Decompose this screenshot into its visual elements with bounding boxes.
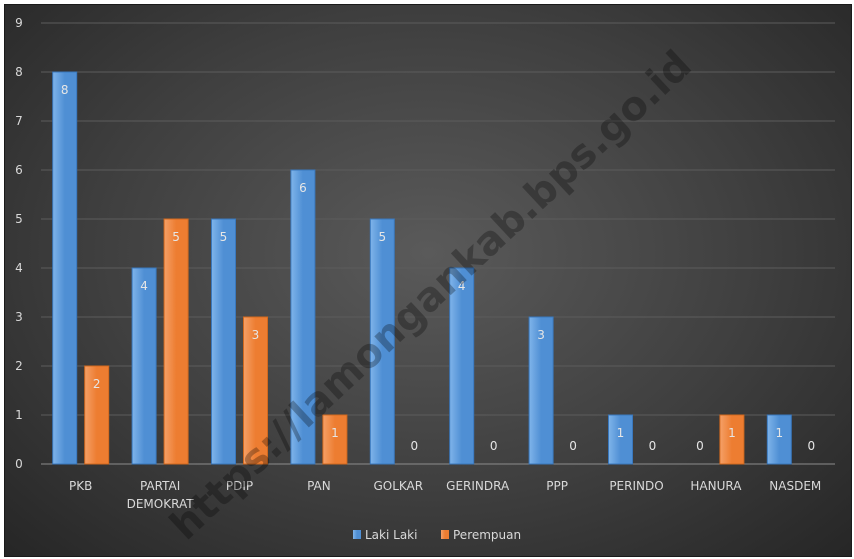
data-label: 0 (807, 439, 815, 453)
chart-frame: 0 1 2 3 4 5 6 7 8 9 8 2 PKB 4 5 PARTAI DEMOKRAT 5 3 PDIP 6 1 P… (4, 4, 852, 557)
bar-perempuan (243, 316, 268, 465)
y-tick-label: 7 (15, 114, 23, 128)
legend-label-perempuan: Perempuan (453, 528, 521, 542)
data-label: 3 (252, 328, 260, 342)
y-tick-label: 4 (15, 261, 23, 275)
bar-perempuan (84, 365, 110, 465)
category-label: PAN (307, 479, 331, 493)
data-label: 2 (93, 377, 101, 391)
data-label: 6 (299, 181, 307, 195)
bar-laki-laki (290, 169, 316, 465)
bar-chart: 0 1 2 3 4 5 6 7 8 9 8 2 PKB 4 5 PARTAI DEMOKRAT 5 3 PDIP 6 1 P… (15, 16, 835, 549)
data-label: 0 (410, 439, 418, 453)
y-tick-label: 5 (15, 212, 23, 226)
data-label: 1 (728, 426, 736, 440)
data-label: 0 (569, 439, 577, 453)
y-tick-label: 1 (15, 408, 23, 422)
legend-swatch-laki-laki (353, 530, 361, 539)
data-label: 4 (140, 279, 148, 293)
watermark-text: https://lamongankab.bps.go.id (162, 42, 701, 549)
data-label: 8 (61, 83, 69, 97)
y-tick-label: 8 (15, 65, 23, 79)
data-label: 5 (378, 230, 386, 244)
data-label: 5 (172, 230, 180, 244)
data-label: 5 (220, 230, 228, 244)
y-tick-label: 9 (15, 16, 23, 30)
bar-laki-laki (608, 414, 633, 465)
bar-perempuan (163, 218, 189, 465)
data-label: 0 (696, 439, 704, 453)
y-tick-label: 0 (15, 457, 23, 471)
category-label: GOLKAR (373, 479, 423, 493)
legend-swatch-perempuan (441, 530, 449, 539)
bar-laki-laki (131, 267, 157, 465)
bar-laki-laki (52, 71, 78, 465)
category-label: PPP (546, 479, 568, 493)
category-label: NASDEM (769, 479, 821, 493)
bar-laki-laki (211, 218, 236, 465)
data-label: 0 (490, 439, 498, 453)
data-label: 4 (458, 279, 466, 293)
data-label: 3 (537, 328, 545, 342)
legend-label-laki-laki: Laki Laki (365, 528, 417, 542)
y-tick-label: 6 (15, 163, 23, 177)
data-label: 0 (649, 439, 657, 453)
data-label: 1 (331, 426, 339, 440)
category-label: PERINDO (609, 479, 663, 493)
bar-laki-laki (369, 218, 395, 465)
bar-laki-laki (449, 267, 475, 465)
data-label: 1 (775, 426, 783, 440)
category-label: PDIP (226, 479, 253, 493)
bar-perempuan (719, 414, 745, 465)
y-tick-label: 3 (15, 310, 23, 324)
category-label: PKB (69, 479, 92, 493)
y-tick-label: 2 (15, 359, 23, 373)
data-label: 1 (617, 426, 625, 440)
bar-laki-laki (528, 316, 554, 465)
category-label: HANURA (690, 479, 742, 493)
bar-laki-laki (766, 414, 792, 465)
category-label: DEMOKRAT (127, 497, 195, 511)
category-label: PARTAI (140, 479, 180, 493)
category-label: GERINDRA (446, 479, 510, 493)
bar-perempuan (322, 414, 348, 465)
